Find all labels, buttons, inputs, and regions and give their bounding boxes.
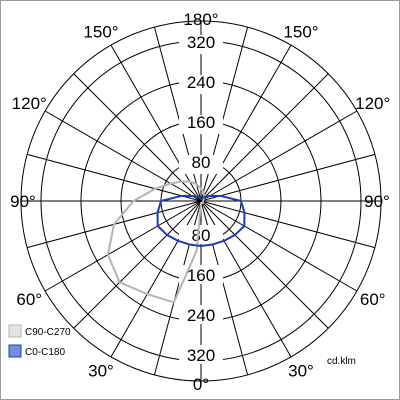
- angle-label: 0°: [193, 375, 209, 394]
- angle-label: 150°: [283, 22, 318, 41]
- angle-label: 30°: [288, 362, 314, 381]
- angle-label: 180°: [183, 10, 218, 29]
- grid-spoke: [73, 200, 202, 329]
- angle-label: 90°: [10, 192, 36, 211]
- series-line-c0-c180: [156, 194, 246, 247]
- ring-labels: 80 80 160 160 240 240 320 320: [179, 33, 223, 365]
- angle-label: 90°: [364, 192, 390, 211]
- ring-label-bottom: 80: [192, 226, 211, 245]
- grid-spoke: [27, 153, 202, 202]
- ring-label-bg: [179, 35, 223, 54]
- ring-label-bottom: 240: [187, 306, 215, 325]
- angle-label: 30°: [88, 362, 114, 381]
- angle-label: 120°: [355, 94, 390, 113]
- angle-label: 150°: [83, 22, 118, 41]
- grid-spoke: [200, 110, 358, 202]
- grid-spoke: [200, 200, 358, 292]
- ring-label-bottom: 320: [187, 346, 215, 365]
- ring-label-top: 320: [187, 33, 215, 52]
- ring-label-bg: [179, 155, 223, 174]
- unit-label: cd.klm: [327, 356, 356, 367]
- ring-label-top: 240: [187, 73, 215, 92]
- grid-spoke: [44, 110, 202, 202]
- legend: C90-C270 C0-C180: [8, 324, 71, 358]
- ring-label-bg: [179, 225, 223, 244]
- grid-spoke: [200, 73, 329, 202]
- angle-label: 120°: [12, 94, 47, 113]
- ring-label-bottom: 160: [187, 266, 215, 285]
- grid-spoke: [44, 200, 202, 292]
- angle-label: 60°: [16, 290, 42, 309]
- ring-label-bg: [179, 265, 223, 284]
- grid-spoke: [200, 200, 375, 249]
- ring-label-bg: [179, 305, 223, 324]
- legend-swatch: [8, 324, 22, 338]
- legend-label: C0-C180: [25, 347, 65, 358]
- legend-label: C90-C270: [25, 327, 71, 338]
- grid-spoke: [200, 200, 329, 329]
- grid-spoke: [110, 44, 202, 202]
- series-line-c90-c270: [106, 180, 205, 304]
- ring-label-top: 80: [192, 153, 211, 172]
- grid-spoke: [200, 44, 292, 202]
- grid-spoke: [73, 73, 202, 202]
- ring-label-bg: [179, 345, 223, 364]
- ring-label-bg: [179, 75, 223, 94]
- legend-swatch: [8, 344, 22, 358]
- ring-label-bg: [179, 115, 223, 134]
- angle-label: 60°: [360, 290, 386, 309]
- ring-label-top: 160: [187, 113, 215, 132]
- angle-labels: 180° 150° 120° 90° 60° 30° 0° 30° 60° 90° 120° 150°: [10, 10, 390, 394]
- grid-spoke: [200, 153, 375, 202]
